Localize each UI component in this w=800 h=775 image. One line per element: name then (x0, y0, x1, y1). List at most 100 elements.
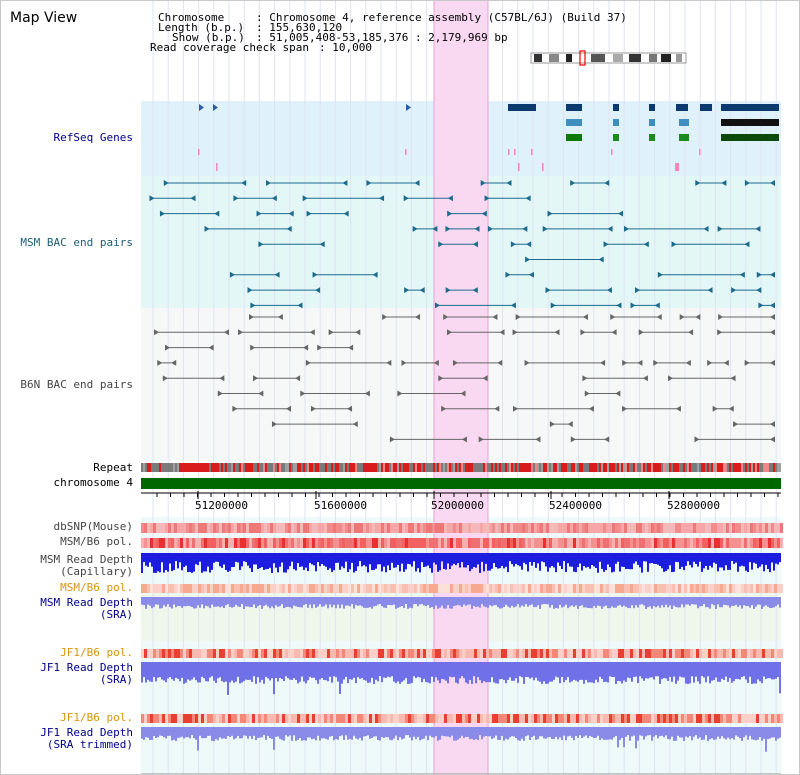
jf1-b6-pol-heat-cell (399, 714, 402, 723)
msm-sra-depth-bar (463, 597, 465, 605)
msm-capillary-depth-bar (317, 553, 319, 563)
dbsnp-heat-cell (390, 523, 393, 533)
msm-sra-depth-bar (641, 597, 643, 605)
jf1-sra-depth-bar (183, 662, 185, 684)
jf1-sra-depth-bar (389, 662, 391, 678)
msm-b6-pol-heat-cell (468, 538, 471, 548)
msm-b6-pol-heat-cell (633, 584, 636, 593)
jf1-trimmed-depth-bar (147, 727, 149, 738)
jf1-sra-depth-bar (295, 662, 297, 680)
jf1-trimmed-depth-bar (583, 727, 585, 737)
msm-capillary-depth-bar (593, 553, 595, 567)
b6n-bac-pair-end (171, 359, 177, 366)
jf1-sra-depth-bar (393, 662, 395, 682)
b6n-bac-pair-end (348, 344, 354, 351)
jf1-trimmed-depth-bar (443, 727, 445, 737)
msm-b6-pol-heat-cell (660, 584, 663, 593)
msm-sra-depth-bar (325, 597, 327, 605)
jf1-b6-pol-heat-cell (150, 649, 153, 658)
jf1-b6-pol-heat-cell (147, 649, 150, 658)
msm-bac-pair-end (756, 271, 762, 278)
msm-capillary-depth-bar (353, 553, 355, 573)
msm-capillary-depth-bar (719, 553, 721, 568)
repeat-segment (445, 463, 447, 472)
msm-capillary-depth-bar (631, 553, 633, 570)
repeat-segment (537, 463, 539, 472)
msm-b6-pol-heat-cell (630, 584, 633, 593)
b6n-bac-pair-end (208, 344, 214, 351)
msm-capillary-depth-bar (479, 553, 481, 573)
jf1-sra-depth-bar (223, 662, 225, 683)
jf1-trimmed-depth-bar (177, 727, 179, 738)
msm-capillary-depth-bar (227, 553, 229, 572)
jf1-b6-pol-heat-cell (615, 649, 618, 658)
jf1-trimmed-depth-bar (513, 727, 515, 737)
repeat-segment (639, 463, 641, 472)
jf1-sra-depth-bar (471, 662, 473, 684)
repeat-segment (239, 463, 241, 472)
track-label-chromosome: chromosome 4 (53, 476, 133, 489)
jf1-b6-pol-heat-cell (624, 649, 627, 658)
msm-b6-pol-heat-cell (360, 584, 363, 593)
msm-sra-depth-bar (661, 597, 663, 606)
msm-bac-pair-end (545, 287, 551, 294)
msm-b6-pol-heat-cell (183, 584, 186, 593)
msm-bac-pair-end (739, 271, 745, 278)
jf1-trimmed-depth-bar (439, 727, 441, 740)
jf1-b6-pol-heat-cell (273, 649, 276, 658)
repeat-segment (421, 463, 423, 472)
repeat-segment (609, 463, 611, 472)
repeat-segment (453, 463, 455, 472)
jf1-sra-depth-bar (263, 662, 265, 684)
jf1-sra-depth-bar (407, 662, 409, 684)
jf1-trimmed-depth-bar (327, 727, 329, 740)
msm-b6-pol-heat-cell (219, 538, 222, 548)
msm-b6-pol-heat-cell (735, 584, 738, 593)
b6n-bac-pair-end (389, 436, 395, 443)
b6n-bac-pair-end (653, 359, 659, 366)
msm-capillary-depth-bar (737, 553, 739, 572)
msm-b6-pol-heat-cell (171, 538, 174, 548)
jf1-b6-pol-heat-cell (528, 714, 531, 723)
repeat-segment (263, 463, 265, 472)
jf1-b6-pol-heat-cell (459, 649, 462, 658)
msm-sra-depth-bar (283, 597, 285, 609)
jf1-trimmed-depth-bar (445, 727, 447, 737)
b6n-bac-pair-end (217, 390, 223, 397)
msm-sra-depth-bar (159, 597, 161, 609)
ideogram-band (661, 54, 671, 62)
dbsnp-heat-cell (507, 523, 510, 533)
msm-bac-pair-end (149, 195, 155, 202)
msm-sra-depth-bar (621, 597, 623, 607)
dbsnp-heat-cell (555, 523, 558, 533)
jf1-b6-pol-heat-cell (369, 714, 372, 723)
jf1-trimmed-depth-bar (641, 727, 643, 736)
jf1-trimmed-depth-bar (475, 727, 477, 739)
jf1-sra-depth-bar (507, 662, 509, 680)
jf1-trimmed-depth-bar (759, 727, 761, 738)
msm-capillary-depth-bar (499, 553, 501, 569)
msm-sra-depth-bar (729, 597, 731, 608)
jf1-b6-pol-heat-cell (375, 649, 378, 658)
jf1-sra-depth-bar (671, 662, 673, 682)
jf1-b6-pol-heat-cell (156, 649, 159, 658)
jf1-trimmed-depth-bar (209, 727, 211, 736)
jf1-trimmed-depth-bar (735, 727, 737, 736)
msm-capillary-depth-bar (649, 553, 651, 564)
jf1-b6-pol-heat-cell (213, 649, 216, 658)
jf1-trimmed-depth-bar (161, 727, 163, 736)
jf1-sra-depth-bar (589, 662, 591, 683)
jf1-b6-pol-heat-cell (252, 714, 255, 723)
jf1-sra-depth-bar (367, 662, 369, 683)
jf1-trimmed-depth-bar (695, 727, 697, 736)
jf1-trimmed-depth-bar (551, 727, 553, 740)
jf1-trimmed-depth-bar (555, 727, 557, 737)
jf1-sra-depth-bar (349, 662, 351, 680)
jf1-sra-depth-bar (397, 662, 399, 682)
repeat-segment (241, 463, 243, 472)
jf1-b6-pol-heat-cell (537, 714, 540, 723)
jf1-b6-pol-heat-cell (483, 714, 486, 723)
jf1-b6-pol-heat-cell (183, 714, 186, 723)
msm-b6-pol-heat-cell (378, 584, 381, 593)
